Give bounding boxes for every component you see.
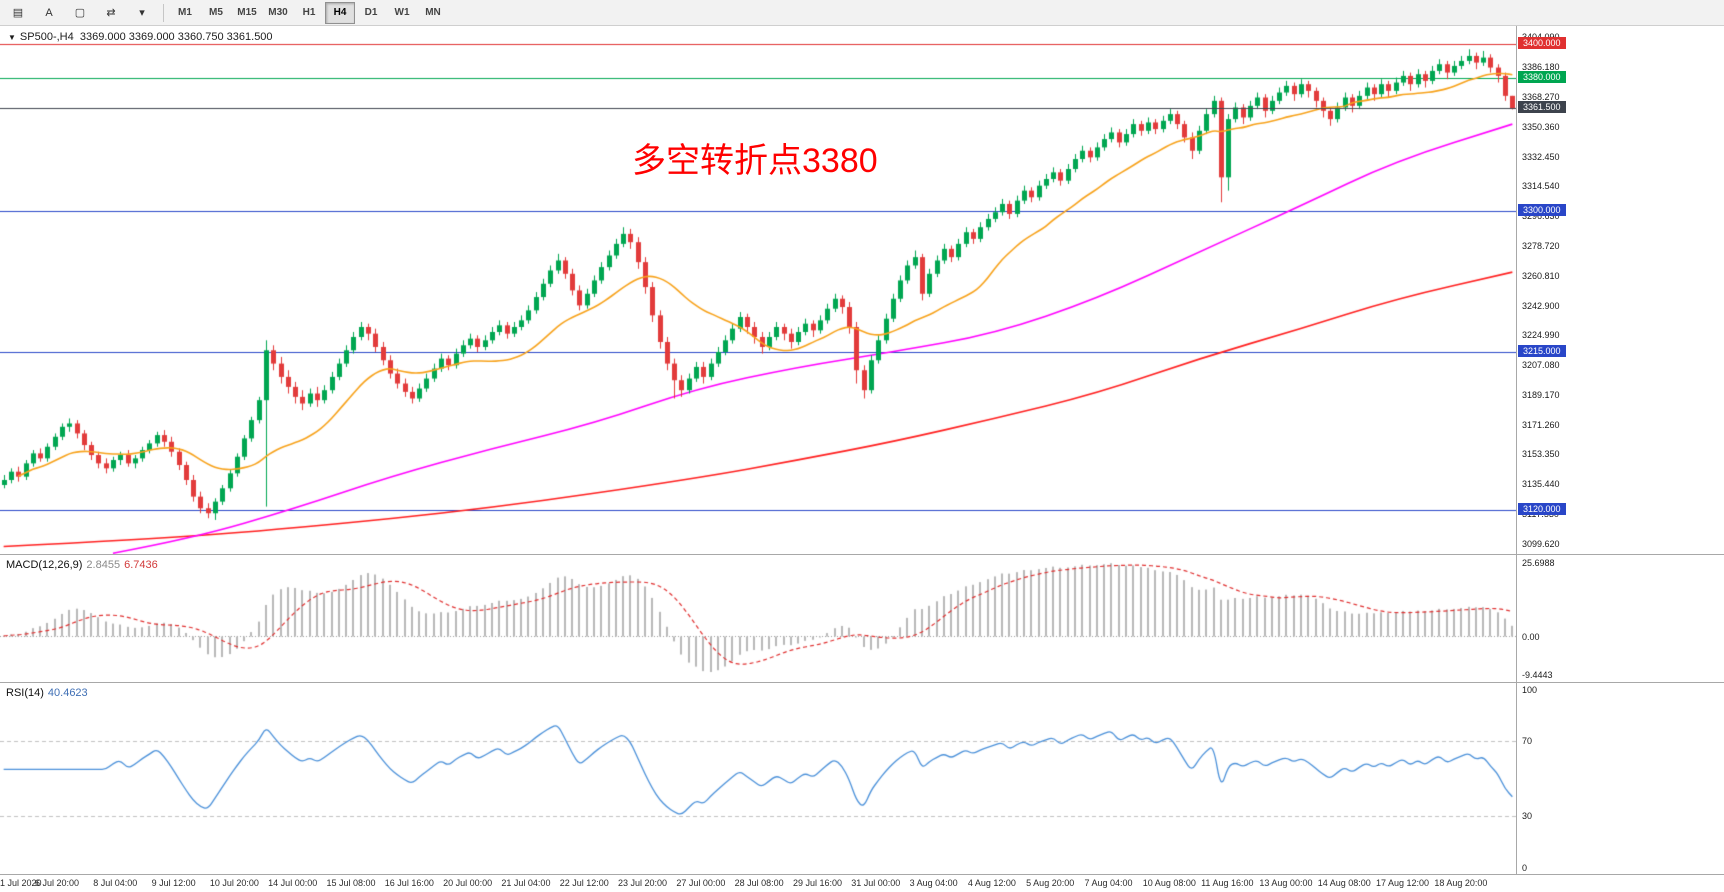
price-axis-label: 3224.990 — [1522, 330, 1560, 341]
timeframe-button-m5[interactable]: M5 — [209, 7, 223, 18]
price-axis-label: 3135.440 — [1522, 479, 1560, 490]
macd-scale-max: 25.6988 — [1522, 558, 1555, 568]
timeframe-button-d1[interactable]: D1 — [364, 7, 378, 18]
object-select-icon[interactable]: ▢ — [74, 7, 86, 19]
rsi-indicator-label: RSI(14) 40.4623 — [6, 687, 88, 699]
timeframe-button-m1[interactable]: M1 — [178, 7, 192, 18]
hline-price-badge: 3120.000 — [1518, 502, 1566, 515]
time-axis-label: 14 Jul 00:00 — [268, 878, 318, 888]
price-axis-label: 3207.080 — [1522, 360, 1560, 371]
hline-price-badge: 3300.000 — [1518, 203, 1566, 216]
main-chart-canvas[interactable] — [0, 26, 1516, 554]
hline-price-badge: 3215.000 — [1518, 344, 1566, 357]
charts-grid-icon[interactable]: ▤ — [12, 7, 24, 19]
rsi-name: RSI(14) — [6, 687, 44, 699]
symbol-label: SP500-,H4 — [19, 31, 74, 43]
price-axis-label: 3350.360 — [1522, 121, 1560, 132]
price-axis-label: 3099.620 — [1522, 538, 1560, 549]
panel-divider[interactable] — [0, 554, 1724, 555]
time-axis-label: 14 Aug 08:00 — [1317, 878, 1371, 888]
time-axis-label: 5 Aug 20:00 — [1026, 878, 1075, 888]
time-axis[interactable]: 1 Jul 2020 6 Jul 20:00 8 Jul 04:00 9 Jul 12… — [0, 875, 1516, 892]
time-axis-label: 8 Jul 04:00 — [93, 878, 138, 888]
rsi-scale-label: 100 — [1522, 685, 1538, 695]
time-axis-label: 29 Jul 16:00 — [792, 878, 842, 888]
rsi-scale-label: 30 — [1522, 811, 1533, 822]
ohlc-values: 3369.000 3369.000 3360.750 3361.500 — [79, 31, 273, 43]
timeframe-button-m30[interactable]: M30 — [268, 7, 288, 18]
price-axis-label: 3260.810 — [1522, 270, 1560, 281]
time-axis-label: 10 Jul 20:00 — [209, 878, 259, 888]
price-axis-label: 3314.540 — [1522, 181, 1560, 192]
macd-indicator-label: MACD(12,26,9) 2.8455 6.7436 — [6, 559, 158, 571]
rsi-scale-label: 0 — [1522, 863, 1528, 873]
timeframe-cycle-icon[interactable]: ⇄ — [106, 7, 116, 19]
current-price-badge: 3361.500 — [1518, 101, 1566, 114]
timeframe-button-m15[interactable]: M15 — [237, 7, 257, 18]
timeframe-button-h1[interactable]: H1 — [302, 7, 316, 18]
price-axis-label: 3296.630 — [1522, 211, 1560, 222]
price-axis-label: 3242.900 — [1522, 300, 1560, 311]
price-axis-label: 3278.720 — [1522, 240, 1560, 251]
macd-scale-min: -9.4443 — [1522, 670, 1553, 680]
time-axis-label: 7 Aug 04:00 — [1084, 878, 1133, 888]
hline-price-badge: 3380.000 — [1518, 70, 1566, 83]
time-axis-label: 4 Aug 12:00 — [967, 878, 1016, 888]
top-toolbar: ▤ A ▢ ⇄ ▾ M1 M5 M15 M30 H1 H4 D1 W1 MN — [0, 0, 1724, 26]
dropdown-caret-icon[interactable]: ▾ — [139, 7, 145, 19]
macd-scale-zero: 0.00 — [1522, 631, 1540, 642]
price-axis-label: 3386.180 — [1522, 62, 1560, 73]
price-axis-label: 3368.270 — [1522, 92, 1560, 103]
time-axis-label: 13 Aug 00:00 — [1259, 878, 1313, 888]
price-axis-label: 3332.450 — [1522, 151, 1560, 162]
panel-divider[interactable] — [0, 682, 1724, 683]
time-axis-label: 22 Jul 12:00 — [559, 878, 609, 888]
time-axis-label: 15 Jul 08:00 — [326, 878, 376, 888]
time-axis-label: 16 Jul 16:00 — [384, 878, 434, 888]
time-axis-label: 27 Jul 00:00 — [676, 878, 726, 888]
toolbar-separator — [163, 3, 164, 22]
time-axis-label: 6 Jul 20:00 — [34, 878, 79, 888]
time-axis-label: 17 Aug 12:00 — [1376, 878, 1430, 888]
hline-price-badge: 3400.000 — [1518, 37, 1566, 50]
rsi-scale-label: 70 — [1522, 735, 1533, 746]
rsi-canvas[interactable] — [0, 684, 1516, 873]
macd-main-value: 2.8455 — [86, 559, 121, 571]
text-annotation-icon[interactable]: A — [45, 6, 53, 19]
timeframe-button-mn[interactable]: MN — [425, 7, 441, 18]
time-axis-label: 1 Jul 2020 — [0, 878, 42, 888]
price-axis-label: 3171.260 — [1522, 419, 1560, 430]
time-axis-label: 23 Jul 20:00 — [618, 878, 668, 888]
time-axis-label: 3 Aug 04:00 — [909, 878, 958, 888]
time-axis-label: 9 Jul 12:00 — [151, 878, 196, 888]
panel-divider — [0, 874, 1724, 875]
macd-signal-value: 6.7436 — [124, 559, 158, 571]
axis-divider — [1516, 26, 1517, 875]
collapse-triangle-icon[interactable]: ▼ — [8, 33, 16, 42]
macd-canvas[interactable] — [0, 556, 1516, 681]
time-axis-label: 28 Jul 08:00 — [734, 878, 784, 888]
macd-name: MACD(12,26,9) — [6, 559, 83, 571]
time-axis-label: 21 Jul 04:00 — [501, 878, 551, 888]
rsi-value: 40.4623 — [47, 687, 88, 699]
price-axis-label: 3153.350 — [1522, 449, 1560, 460]
timeframe-button-w1[interactable]: W1 — [394, 7, 410, 18]
price-axis[interactable]: 3404.0903386.1803368.2703350.3603332.450… — [1517, 26, 1724, 892]
symbol-ohlc-line: ▼ SP500-,H4 3369.000 3369.000 3360.750 33… — [8, 31, 273, 43]
time-axis-label: 20 Jul 00:00 — [443, 878, 493, 888]
time-axis-label: 18 Aug 20:00 — [1434, 878, 1488, 888]
time-axis-label: 31 Jul 00:00 — [851, 878, 901, 888]
timeframe-button-h4[interactable]: H4 — [325, 1, 355, 24]
chart-annotation-text: 多空转折点3380 — [632, 142, 878, 180]
price-axis-label: 3189.170 — [1522, 389, 1560, 400]
time-axis-label: 11 Aug 16:00 — [1201, 878, 1254, 888]
time-axis-label: 10 Aug 08:00 — [1142, 878, 1196, 888]
